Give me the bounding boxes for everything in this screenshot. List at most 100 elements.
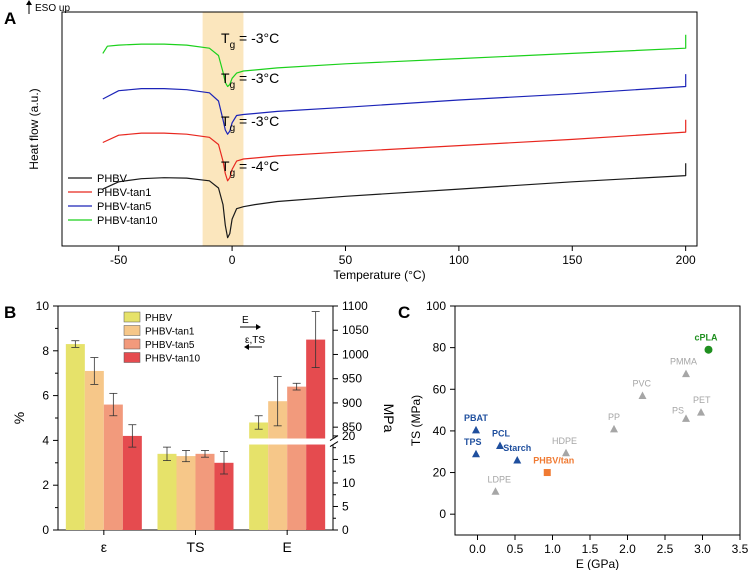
y-tick-label-c: 80 — [433, 341, 447, 355]
bar-E-phbv-tan5 — [287, 386, 307, 530]
y-axis-label-c: TS (MPa) — [409, 395, 423, 446]
panel-label-c: C — [398, 303, 410, 322]
bar-ε-phbv-tan5 — [103, 404, 123, 530]
x-tick-label-a: 50 — [339, 253, 353, 267]
x-tick-label-a: -50 — [110, 253, 128, 267]
marker-pp — [610, 424, 618, 433]
bar-TS-phbv-tan5 — [195, 453, 215, 530]
marker-ldpe — [491, 487, 500, 495]
arrow-left-head — [244, 344, 249, 350]
legend-label-b: PHBV-tan1 — [145, 327, 195, 338]
eso-up-label: ESO up — [35, 3, 70, 14]
legend-label-a: PHBV — [97, 173, 128, 185]
axis-break-mark — [329, 441, 339, 447]
plot-frame-c — [454, 305, 741, 536]
x-tick-label-a: 150 — [562, 253, 582, 267]
tg-label: Tg = -3°C — [221, 70, 279, 91]
y-tick-label-c: 40 — [433, 424, 447, 438]
panel-a: -50 0 50 100 150 200 Temperature (°C) Heat flow… — [26, 0, 698, 282]
x-axis-label-a: Temperature (°C) — [333, 268, 425, 282]
y-axis-label-right-b: MPa — [381, 404, 397, 433]
y-tick-label-c: 100 — [426, 299, 446, 313]
point-label-starch: Starch — [503, 443, 531, 453]
tg-band — [202, 12, 244, 246]
legend-label-a: PHBV-tan1 — [97, 187, 151, 199]
bar-ε-phbv — [65, 344, 85, 530]
x-tick-label-c: 0.0 — [469, 542, 486, 556]
y-axis-label-left-b: % — [11, 412, 27, 424]
point-label-hdpe: HDPE — [552, 436, 577, 446]
tg-prefix: T — [221, 70, 230, 86]
y-tick-label-left-b: 6 — [42, 389, 49, 403]
y-tick-label-left-b: 8 — [42, 344, 49, 358]
y-tick-label-right-b: 1100 — [342, 299, 368, 313]
point-label-ps: PS — [672, 405, 684, 415]
point-label-cpla: cPLA — [695, 333, 719, 343]
tg-label: Tg = -4°C — [221, 158, 279, 179]
y-axis-label-a: Heat flow (a.u.) — [27, 88, 41, 169]
eso-arrow-head — [26, 0, 32, 5]
x-tick-label-c: 1.5 — [582, 542, 599, 556]
y-tick-label-right-b: 10 — [342, 476, 356, 490]
x-tick-label-a: 0 — [229, 253, 236, 267]
y-tick-label-right-b: 900 — [342, 396, 362, 410]
bar-ε-phbv-tan1 — [84, 370, 104, 530]
legend-swatch-b — [123, 352, 141, 363]
y-tick-label-right-b: 850 — [342, 420, 362, 434]
legend-swatch-b — [123, 338, 141, 350]
point-label-pcl: PCL — [492, 428, 511, 438]
marker-pvc — [638, 391, 647, 400]
plot-frame-a — [61, 11, 698, 247]
y-tick-label-right-b: 5 — [342, 499, 349, 513]
bar-ε-phbv-tan10 — [122, 435, 142, 530]
tg-label: Tg = -3°C — [221, 30, 279, 51]
panel-label-b: B — [4, 303, 16, 322]
legend-label-b: PHBV-tan10 — [145, 354, 200, 365]
legend-label-b: PHBV-tan5 — [145, 340, 195, 351]
legend-swatch-b — [123, 325, 141, 336]
x-tick-label-c: 1.0 — [544, 542, 561, 556]
tg-value: = -4°C — [235, 158, 279, 174]
marker-phbv/tan — [543, 469, 551, 477]
tg-value: = -3°C — [235, 70, 279, 86]
point-label-tps: TPS — [464, 437, 482, 447]
tg-prefix: T — [221, 30, 230, 46]
tg-subscript: g — [230, 168, 236, 179]
legend-label-a: PHBV-tan5 — [97, 201, 151, 213]
y-tick-label-left-b: 0 — [42, 523, 49, 537]
axis-break-band — [240, 438, 335, 445]
y-tick-label-c: 60 — [433, 382, 447, 396]
point-label-pbat: PBAT — [464, 413, 488, 423]
panel-label-a: A — [4, 9, 16, 28]
x-tick-label-c: 3.0 — [694, 542, 711, 556]
legend-label-b: PHBV — [145, 313, 173, 324]
arrow-label-lower: ε,TS — [245, 335, 265, 346]
bar-TS-phbv — [157, 453, 177, 530]
tg-subscript: g — [230, 80, 236, 91]
marker-starch — [513, 456, 522, 464]
marker-ps — [682, 414, 690, 422]
point-label-pp: PP — [608, 412, 620, 422]
tg-value: = -3°C — [235, 30, 279, 46]
tg-subscript: g — [230, 123, 236, 134]
tg-prefix: T — [221, 113, 230, 129]
legend-label-a: PHBV-tan10 — [97, 215, 158, 227]
marker-pmma — [682, 369, 690, 378]
arrow-right-head — [256, 324, 261, 330]
y-tick-label-right-b: 1050 — [342, 323, 369, 337]
x-tick-label-c: 0.5 — [507, 542, 524, 556]
y-tick-label-left-b: 4 — [42, 433, 49, 447]
y-tick-label-c: 20 — [433, 466, 447, 480]
y-tick-label-right-b: 15 — [342, 452, 356, 466]
point-label-phbv/tan: PHBV/tan — [533, 456, 574, 466]
panel-c: 0.0 0.5 1.0 1.5 2.0 2.5 3.0 3.5 0 20 40 60 80 100 E (G… — [409, 299, 749, 570]
marker-tps — [472, 449, 480, 458]
bar-E-phbv-tan1 — [268, 401, 288, 530]
y-tick-label-c: 0 — [439, 507, 446, 521]
x-tick-label-c: 2.0 — [619, 542, 636, 556]
x-tick-label-c: 2.5 — [657, 542, 674, 556]
point-label-pvc: PVC — [633, 379, 652, 389]
y-tick-label-right-b: 20 — [342, 429, 356, 443]
